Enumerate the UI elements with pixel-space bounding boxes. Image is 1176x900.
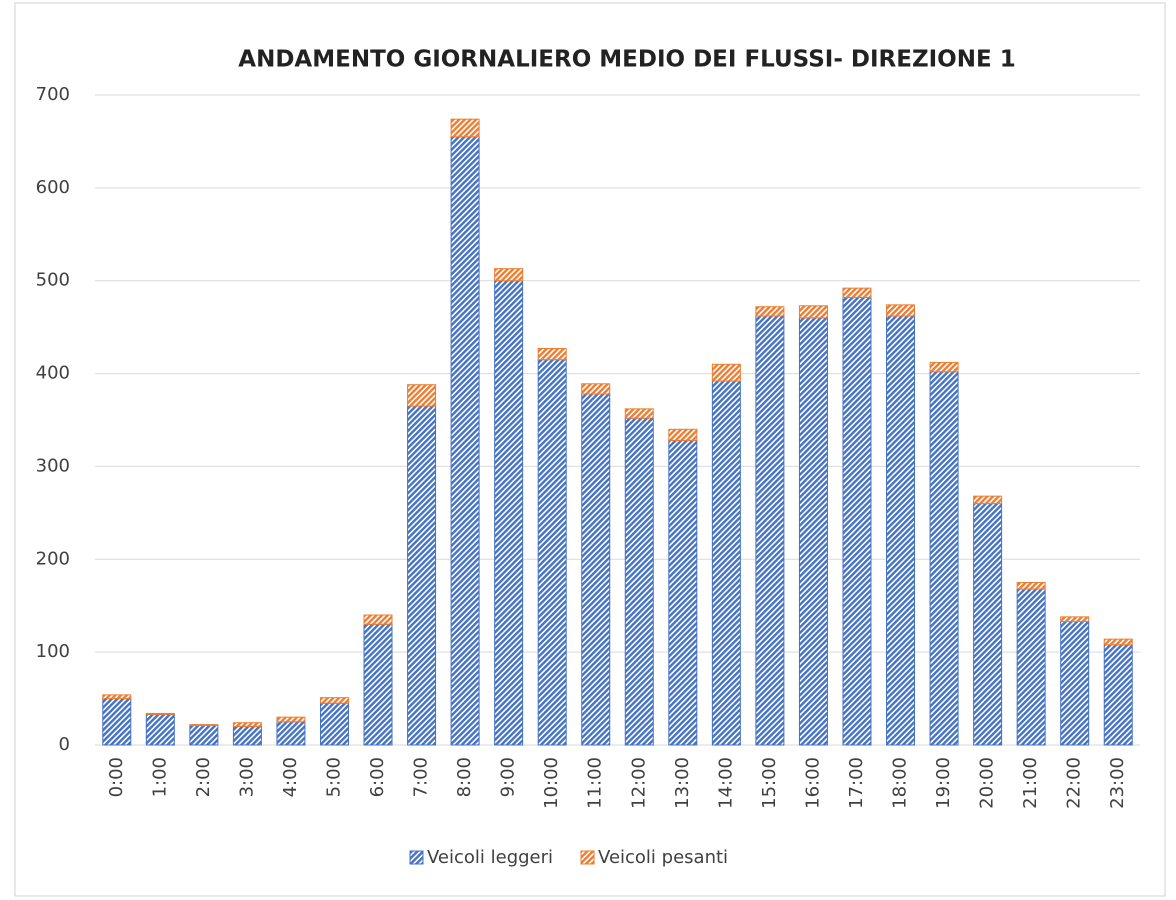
- legend-label: Veicoli pesanti: [598, 847, 728, 868]
- bar-segment: [930, 372, 958, 745]
- bar-segment: [277, 722, 305, 745]
- bar-segment: [843, 297, 871, 745]
- bar-segment: [495, 281, 523, 745]
- x-tick-label: 22:00: [1064, 757, 1085, 809]
- x-tick-label: 10:00: [541, 757, 562, 809]
- bar-segment: [364, 624, 392, 745]
- bar-segment: [277, 717, 305, 722]
- bar-segment: [1104, 645, 1132, 745]
- bar-segment: [669, 440, 697, 745]
- bar-segment: [799, 318, 827, 745]
- bar-segment: [451, 137, 479, 745]
- bar-segment: [712, 381, 740, 745]
- bar-segment: [625, 409, 653, 418]
- x-tick-label: 9:00: [498, 757, 519, 797]
- bar-segment: [320, 698, 348, 704]
- y-tick-label: 0: [59, 734, 70, 755]
- y-tick-label: 400: [36, 363, 70, 384]
- bar-segment: [320, 703, 348, 745]
- bar-segment: [233, 726, 261, 745]
- x-tick-label: 1:00: [149, 757, 170, 797]
- bar-segment: [1017, 583, 1045, 590]
- x-tick-label: 17:00: [846, 757, 867, 809]
- bar-segment: [1104, 639, 1132, 645]
- legend-swatch: [410, 851, 423, 864]
- x-tick-label: 6:00: [367, 757, 388, 797]
- bar-segment: [756, 307, 784, 316]
- bar-segment: [451, 119, 479, 137]
- x-tick-label: 11:00: [585, 757, 606, 809]
- x-tick-label: 15:00: [759, 757, 780, 809]
- bar-segment: [146, 714, 174, 745]
- legend-label: Veicoli leggeri: [427, 847, 553, 868]
- x-tick-label: 5:00: [323, 757, 344, 797]
- y-tick-label: 300: [36, 455, 70, 476]
- bar-segment: [887, 316, 915, 745]
- bar-segment: [974, 504, 1002, 745]
- y-tick-label: 200: [36, 548, 70, 569]
- bar-segment: [233, 723, 261, 727]
- bar-segment: [146, 713, 174, 714]
- bar-segment: [799, 306, 827, 318]
- x-tick-label: 16:00: [802, 757, 823, 809]
- x-tick-label: 7:00: [411, 757, 432, 797]
- x-tick-label: 12:00: [628, 757, 649, 809]
- bar-segment: [887, 305, 915, 316]
- bar-segment: [930, 362, 958, 371]
- bar-segment: [190, 725, 218, 726]
- y-tick-label: 600: [36, 177, 70, 198]
- bar-segment: [364, 615, 392, 624]
- bar-segment: [1061, 622, 1089, 746]
- bar-segment: [408, 406, 436, 745]
- chart: ANDAMENTO GIORNALIERO MEDIO DEI FLUSSI- …: [0, 0, 1176, 900]
- chart-title: ANDAMENTO GIORNALIERO MEDIO DEI FLUSSI- …: [238, 47, 1015, 73]
- x-tick-label: 18:00: [890, 757, 911, 809]
- bar-segment: [190, 726, 218, 746]
- bar-segment: [495, 269, 523, 281]
- bar-segment: [538, 349, 566, 360]
- bar-segment: [625, 418, 653, 745]
- bar-segment: [582, 394, 610, 745]
- bar-segment: [103, 695, 131, 699]
- bar-segment: [712, 364, 740, 381]
- bar-segment: [669, 429, 697, 440]
- x-tick-label: 21:00: [1020, 757, 1041, 809]
- x-tick-label: 20:00: [977, 757, 998, 809]
- x-tick-label: 14:00: [715, 757, 736, 809]
- x-tick-label: 4:00: [280, 757, 301, 797]
- bar-segment: [974, 496, 1002, 503]
- x-tick-label: 0:00: [106, 757, 127, 797]
- bar-segment: [582, 384, 610, 394]
- bar-segment: [408, 385, 436, 406]
- bar-segment: [843, 288, 871, 297]
- bar-segment: [1061, 617, 1089, 622]
- x-tick-label: 19:00: [933, 757, 954, 809]
- y-tick-label: 100: [36, 641, 70, 662]
- x-tick-label: 13:00: [672, 757, 693, 809]
- x-tick-label: 23:00: [1107, 757, 1128, 809]
- x-tick-label: 2:00: [193, 757, 214, 797]
- bar-segment: [103, 699, 131, 745]
- bar-segment: [756, 316, 784, 745]
- y-tick-label: 500: [36, 270, 70, 291]
- y-tick-label: 700: [36, 84, 70, 105]
- x-tick-label: 3:00: [236, 757, 257, 797]
- bar-segment: [1017, 589, 1045, 745]
- x-tick-label: 8:00: [454, 757, 475, 797]
- bar-segment: [538, 360, 566, 745]
- legend-swatch: [581, 851, 594, 864]
